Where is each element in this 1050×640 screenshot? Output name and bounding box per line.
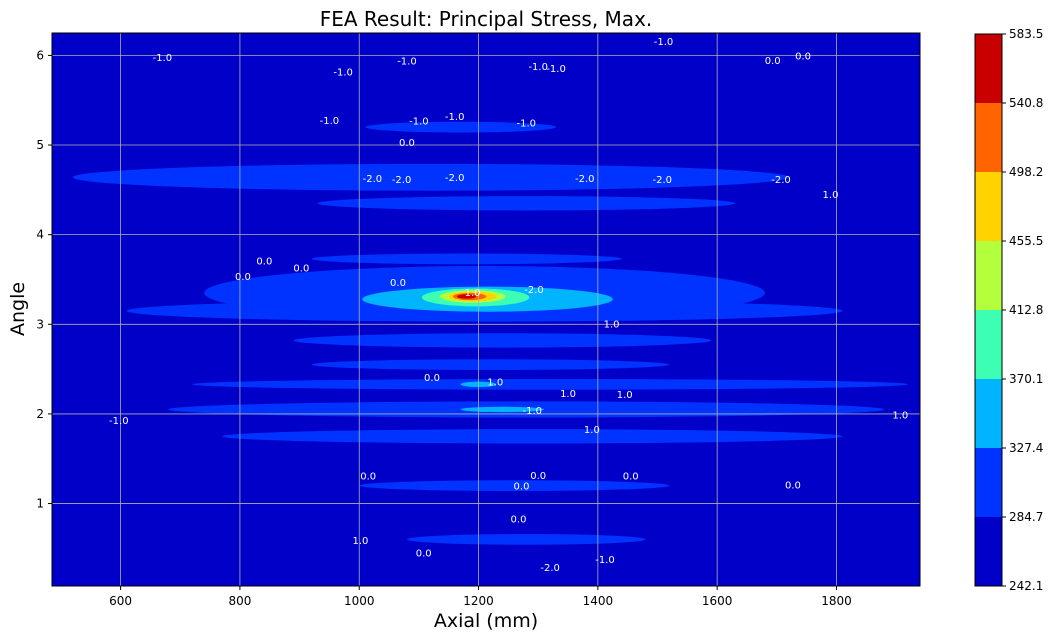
contour-label: 0.0: [235, 272, 251, 283]
contour-region-level-7: [457, 294, 477, 299]
colorbar-segment: [975, 103, 1002, 172]
colorbar-segment: [975, 448, 1002, 517]
axes: 600 800 1000 1200 1400 1600 1800 1 2 3 4 5 6: [36, 48, 851, 608]
contour-label: 1.0: [352, 536, 368, 547]
x-tick-label: 1400: [583, 594, 614, 608]
contour-label: -1.0: [522, 406, 542, 417]
contour-label: -2.0: [392, 175, 412, 186]
contour-label: -1.0: [397, 57, 417, 68]
colorbar-segment: [975, 241, 1002, 310]
x-tick-label: 800: [228, 594, 251, 608]
contour-label: -1.0: [517, 119, 537, 130]
plot-frame: [51, 32, 921, 587]
contour-label: -1.0: [528, 62, 548, 73]
contour-label: 1.0: [584, 425, 600, 436]
colorbar-segment: [975, 172, 1002, 241]
contour-label: 0.0: [785, 481, 801, 492]
x-tick-label: 1600: [702, 594, 733, 608]
contour-label: -1.0: [595, 555, 615, 566]
x-tick-label: 1000: [344, 594, 375, 608]
contour-label: -1.0: [409, 117, 429, 128]
contour-label: 1.0: [560, 389, 576, 400]
contour-label: 0.0: [256, 257, 272, 268]
contour-label: -2.0: [540, 563, 560, 574]
contour-label: -2.0: [363, 174, 383, 185]
contour-region-level-1: [406, 534, 646, 545]
contour-label: -2.0: [575, 174, 595, 185]
contour-region-level-1: [311, 359, 670, 370]
contour-label: 0.0: [795, 51, 811, 62]
contour-label: 1.0: [487, 378, 503, 389]
colorbar-tick-label: 284.7: [1009, 510, 1043, 524]
contour-label: 1.0: [823, 190, 839, 201]
colorbar-tick-label: 412.8: [1009, 303, 1043, 317]
contour-label: 1.0: [604, 319, 620, 330]
colorbar-tick-label: 455.5: [1009, 234, 1043, 248]
contour-region-level-1: [72, 163, 789, 191]
colorbar-segment: [975, 310, 1002, 379]
contour-label: 1.0: [465, 288, 481, 299]
contour-region-level-1: [192, 378, 909, 390]
contour-label: 0.0: [416, 549, 432, 560]
colorbar-segment: [975, 379, 1002, 448]
contour-region-level-2: [460, 406, 545, 413]
contour-label: -1.0: [333, 67, 353, 78]
x-tick-label: 1200: [463, 594, 494, 608]
colorbar-tick-label: 540.8: [1009, 96, 1043, 110]
colorbar-segment: [975, 34, 1002, 103]
contour-label: -2.0: [445, 173, 465, 184]
contour-label: 0.0: [511, 515, 527, 526]
y-tick-label: 6: [36, 48, 44, 62]
colorbar-tick-label: 498.2: [1009, 165, 1043, 179]
contour-label: 0.0: [360, 472, 376, 483]
contour-label: -1.0: [320, 116, 340, 127]
y-tick-label: 4: [36, 228, 44, 242]
contour-region-level-1: [293, 333, 712, 348]
contour-label: -2.0: [524, 285, 544, 296]
contour-label: -1.0: [546, 64, 566, 75]
contour-label: -2.0: [653, 175, 673, 186]
contour-label: -1.0: [109, 416, 129, 427]
contour-region-level-1: [222, 429, 843, 444]
contour-label: 0.0: [765, 56, 781, 67]
contour-region-level-1: [365, 121, 557, 133]
y-tick-label: 3: [36, 317, 44, 331]
contour-label: 0.0: [399, 138, 415, 149]
y-tick-label: 1: [36, 497, 44, 511]
contour-label: 1.0: [617, 390, 633, 401]
contour-label: -1.0: [445, 112, 465, 123]
contour-region-level-1: [311, 253, 622, 265]
contour-label: -1.0: [654, 37, 674, 48]
colorbar-segment: [975, 517, 1002, 586]
x-tick-label: 1800: [821, 594, 852, 608]
contour-label: -2.0: [771, 175, 791, 186]
colorbar: 242.1 284.7 327.4 370.1 412.8 455.5 498.2 540.8…: [974, 27, 1043, 593]
chart-title: FEA Result: Principal Stress, Max.: [320, 7, 653, 31]
contour-label: 1.0: [892, 411, 908, 422]
colorbar-tick-label: 370.1: [1009, 372, 1043, 386]
colorbar-tick-label: 327.4: [1009, 441, 1043, 455]
y-axis-title: Angle: [7, 282, 29, 336]
contour-label: 0.0: [623, 472, 639, 483]
x-axis-title: Axial (mm): [434, 610, 538, 632]
y-tick-label: 5: [36, 138, 44, 152]
contour-label: 0.0: [293, 264, 309, 275]
x-tick-label: 600: [109, 594, 132, 608]
colorbar-tick-label: 242.1: [1009, 579, 1043, 593]
colorbar-tick-label: 583.5: [1009, 27, 1043, 41]
contour-label: 0.0: [514, 482, 530, 493]
contour-label: 0.0: [390, 278, 406, 289]
contour-region-level-1: [317, 196, 736, 211]
contour-label: 0.0: [530, 471, 546, 482]
contour-region-level-1: [359, 480, 670, 491]
plot-area: -1.0-1.0 0.0 0.0-1.0 -1.0-1.0 -1.0-1.0 -1.0 -1…: [52, 33, 920, 586]
y-tick-label: 2: [36, 407, 44, 421]
contour-label: 0.0: [424, 373, 440, 384]
contour-label: -1.0: [153, 53, 173, 64]
